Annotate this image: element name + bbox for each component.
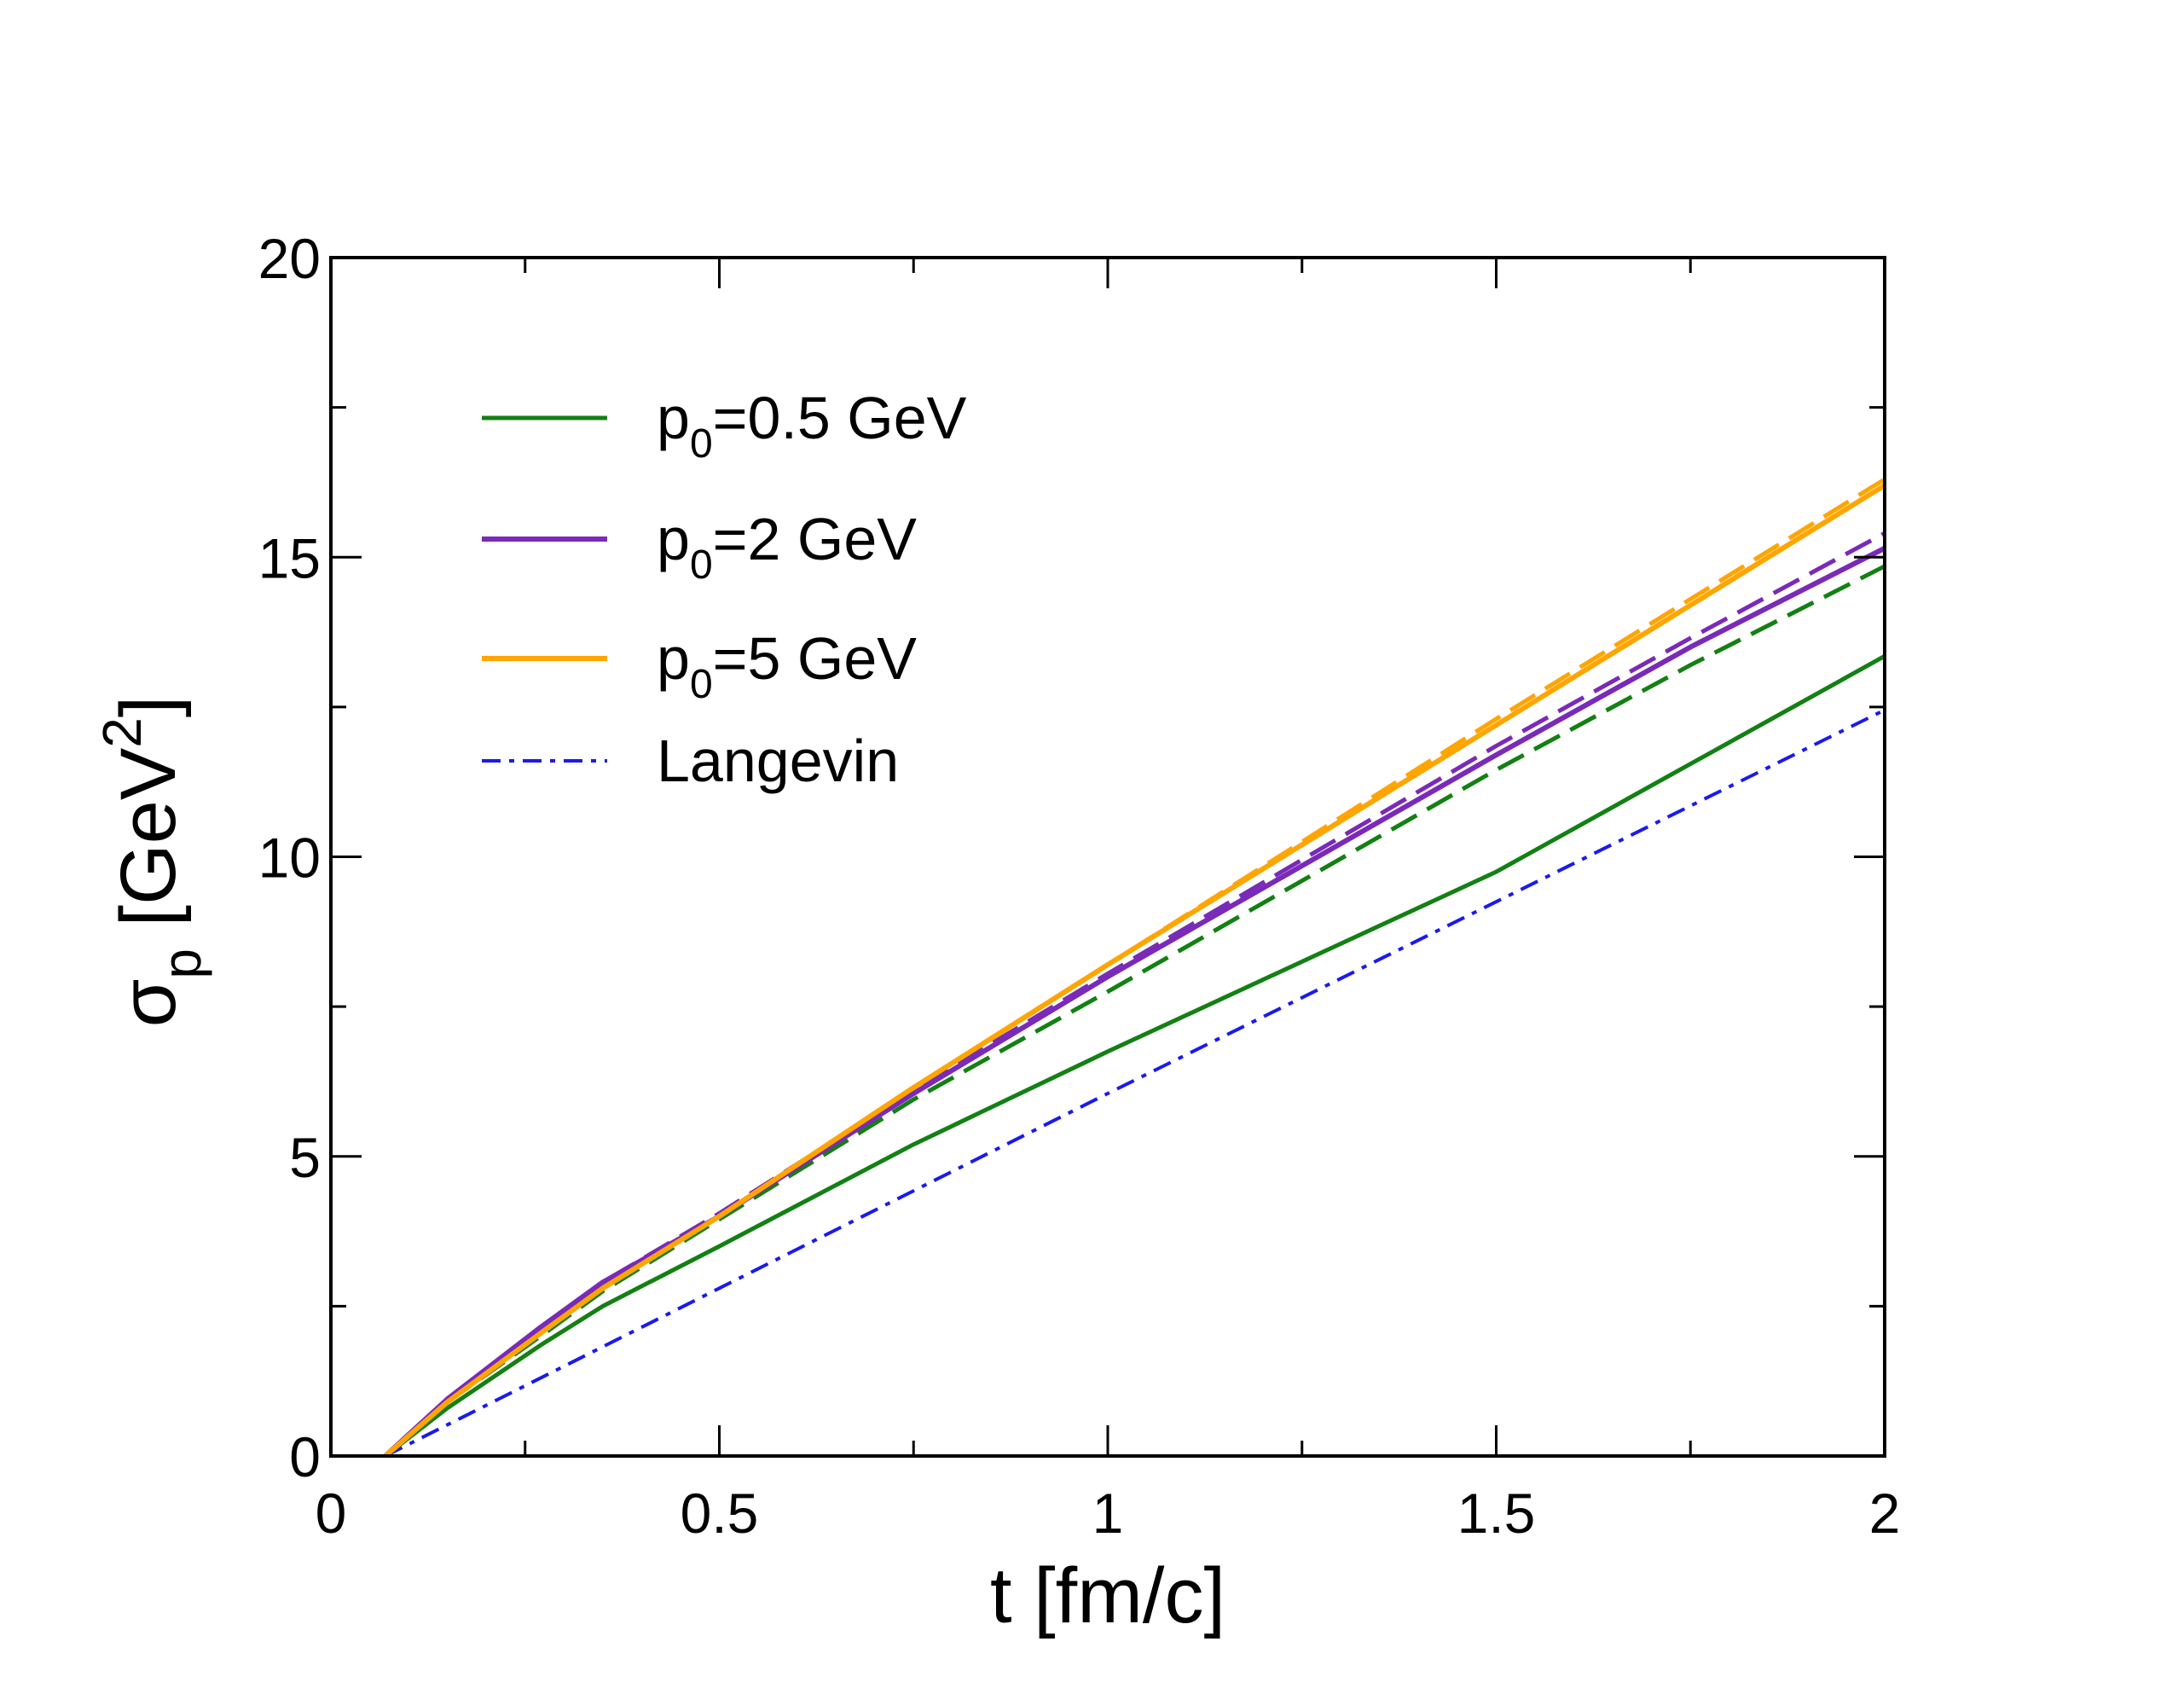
legend-label-prefix: p	[657, 625, 690, 692]
legend-label-2: p0=5 GeV	[657, 625, 917, 707]
y-title-symbol: σ	[105, 979, 192, 1028]
x-tick-label: 0.5	[681, 1482, 759, 1545]
series-line-4	[383, 483, 1886, 1459]
series-line-2	[383, 546, 1886, 1459]
x-tick-label: 2	[1869, 1482, 1901, 1545]
series-layer	[383, 477, 1886, 1459]
legend-label-0: p0=0.5 GeV	[657, 385, 967, 467]
legend-label-suffix: =2 GeV	[713, 506, 918, 572]
y-axis-title-text: σp [GeV2]	[91, 696, 212, 1028]
y-tick-label: 0	[289, 1425, 321, 1488]
series-line-5	[384, 477, 1886, 1458]
x-axis-title: t [fm/c]	[990, 1552, 1225, 1639]
frame-layer	[329, 256, 1886, 1458]
legend-label-suffix: =5 GeV	[713, 625, 918, 692]
y-tick-label: 15	[258, 526, 321, 589]
ticks-layer	[329, 256, 1886, 1458]
legend-label-suffix: =0.5 GeV	[713, 385, 967, 451]
y-title-unit: [GeV	[105, 748, 192, 948]
legend-label-sub: 0	[690, 421, 713, 467]
x-tick-label: 0	[316, 1482, 347, 1545]
y-title-close: ]	[105, 696, 192, 718]
legend-label-sub: 0	[690, 662, 713, 707]
legend-label-prefix: p	[657, 506, 690, 572]
y-tick-label: 5	[289, 1126, 321, 1189]
legend-label-sub: 0	[690, 542, 713, 588]
legend-label-prefix: Langevin	[657, 728, 899, 794]
x-tick-label: 1.5	[1457, 1482, 1536, 1545]
y-tick-label: 10	[258, 827, 321, 890]
series-line-6	[384, 708, 1886, 1458]
legend-label-1: p0=2 GeV	[657, 506, 917, 588]
series-line-1	[384, 564, 1886, 1458]
y-axis-title: σp [GeV2]	[91, 696, 212, 1028]
plot-frame	[329, 256, 1886, 1458]
legend-label-3: Langevin	[657, 728, 899, 794]
y-title-superscript: 2	[91, 717, 153, 748]
series-line-3	[384, 531, 1886, 1458]
x-tick-label: 1	[1092, 1482, 1124, 1545]
series-line-0	[384, 654, 1886, 1458]
legend-label-prefix: p	[657, 385, 690, 451]
y-tick-label: 20	[258, 227, 321, 290]
y-title-subscript: p	[151, 948, 212, 979]
